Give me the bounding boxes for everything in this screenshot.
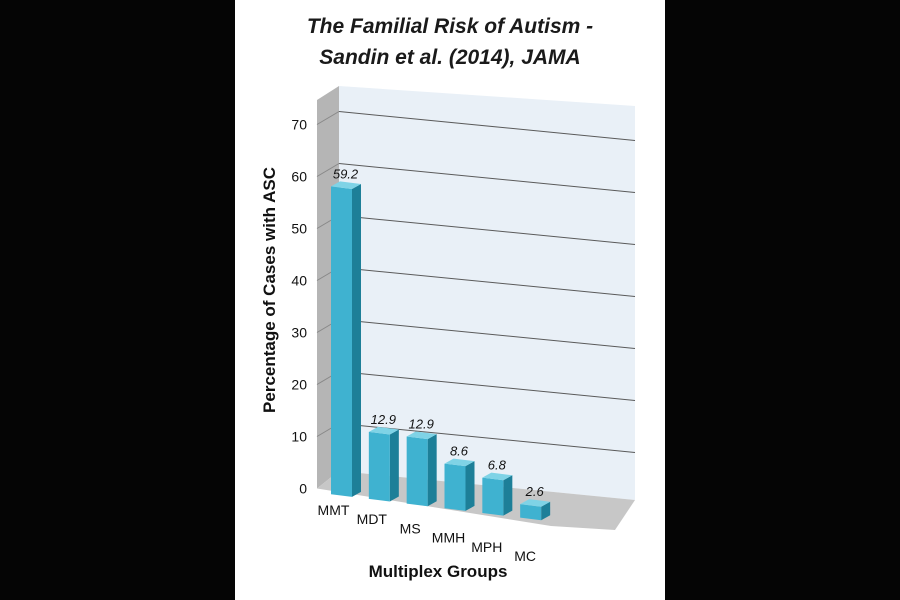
chart-title-line-2: Sandin et al. (2014), JAMA xyxy=(319,46,580,69)
bar-side xyxy=(427,434,437,507)
gridline xyxy=(338,111,636,141)
bar-side xyxy=(352,183,361,497)
gridline xyxy=(338,371,636,401)
gridline xyxy=(338,163,636,193)
bar-front xyxy=(444,463,466,511)
bar-top xyxy=(482,472,513,481)
bar-top xyxy=(331,181,361,189)
bar-mc: 2.6 xyxy=(520,484,551,521)
y-tick-label: 50 xyxy=(291,221,307,237)
y-axis-title: Percentage of Cases with ASC xyxy=(260,167,279,413)
bars: 59.2 12.9 12.9 8.6 6.8 2.6 xyxy=(331,166,551,521)
bar-mph: 6.8 xyxy=(482,458,513,516)
data-label: 6.8 xyxy=(488,458,507,473)
bar-front xyxy=(482,477,504,516)
y-tick-label: 0 xyxy=(299,481,307,497)
gridline-side xyxy=(316,163,340,177)
chart-title-line-1: The Familial Risk of Autism - xyxy=(307,15,593,38)
bar-front xyxy=(368,431,390,502)
chart-panel: The Familial Risk of Autism - Sandin et … xyxy=(235,0,665,600)
bar-top xyxy=(368,426,399,435)
y-tick-label: 20 xyxy=(291,377,307,393)
y-tick-label: 40 xyxy=(291,273,307,289)
bar-top xyxy=(406,431,437,440)
chart-title: The Familial Risk of Autism - Sandin et … xyxy=(307,15,593,69)
x-tick-label: MPH xyxy=(471,539,502,555)
data-label: 2.6 xyxy=(525,484,545,499)
bar-top xyxy=(520,499,551,507)
data-label: 12.9 xyxy=(371,412,396,427)
plot-walls xyxy=(317,86,635,530)
bar-side xyxy=(465,461,475,511)
bar-chart: The Familial Risk of Autism - Sandin et … xyxy=(260,15,636,581)
y-axis-ticks: 0 10 20 30 40 50 60 70 xyxy=(291,117,307,497)
x-axis-categories: MMT MDT MS MMH MPH MC xyxy=(318,502,537,564)
x-tick-label: MMT xyxy=(318,502,350,518)
gridline xyxy=(338,267,636,297)
data-label: 59.2 xyxy=(333,166,359,181)
y-tick-label: 60 xyxy=(291,169,307,185)
bar-side xyxy=(389,429,399,502)
x-axis-title: Multiplex Groups xyxy=(369,562,508,581)
bar-mdt: 12.9 xyxy=(368,412,399,502)
data-label: 12.9 xyxy=(409,417,434,432)
x-tick-label: MDT xyxy=(357,511,388,527)
bar-mmt: 59.2 xyxy=(331,166,361,497)
bar-ms: 12.9 xyxy=(406,417,437,507)
y-tick-label: 70 xyxy=(291,117,307,133)
bar-side xyxy=(541,501,551,521)
data-label: 8.6 xyxy=(450,444,469,459)
gridline-side xyxy=(316,111,340,125)
bar-front xyxy=(520,504,542,521)
x-tick-label: MC xyxy=(514,548,536,564)
y-tick-label: 10 xyxy=(291,429,307,445)
bar-top xyxy=(444,458,475,467)
gridline xyxy=(338,215,636,245)
bar-front xyxy=(406,436,428,507)
back-wall xyxy=(339,86,635,500)
y-tick-label: 30 xyxy=(291,325,307,341)
gridline xyxy=(338,319,636,349)
x-tick-label: MMH xyxy=(432,530,465,546)
x-tick-label: MS xyxy=(400,520,421,536)
bar-mmh: 8.6 xyxy=(444,444,475,511)
bar-side xyxy=(503,475,513,516)
bar-front xyxy=(331,186,352,497)
